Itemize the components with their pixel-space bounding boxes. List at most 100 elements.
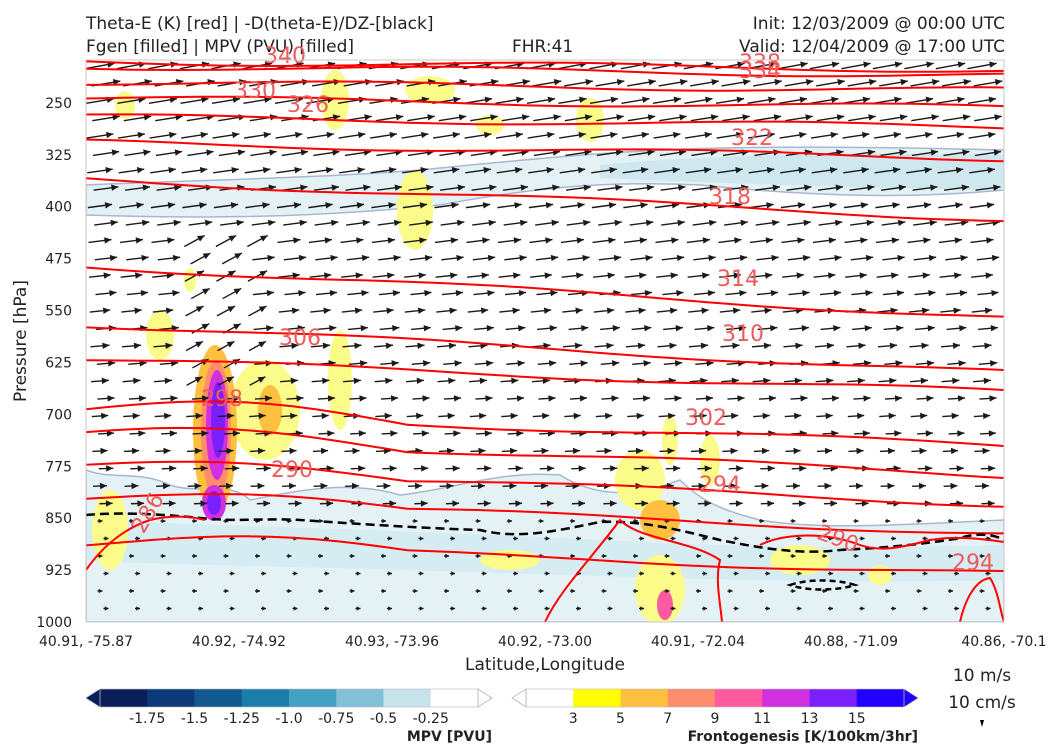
- wind-arrow-head: [985, 272, 993, 279]
- wind-arrow-head: [710, 114, 719, 121]
- wind-arrow-head: [548, 360, 557, 367]
- y-tick-label: 700: [45, 407, 72, 423]
- colorbar-frame: [99, 688, 479, 708]
- wind-arrow-head: [143, 114, 152, 121]
- wind-arrow-head: [111, 149, 120, 156]
- wind-arrow-head: [703, 606, 707, 611]
- wind-arrow-head: [826, 377, 834, 385]
- wind-arrow-head: [860, 237, 868, 244]
- x-tick-label: 40.91, -72.04: [651, 634, 745, 650]
- wind-arrow-head: [799, 96, 808, 103]
- wind-arrow-head: [201, 395, 210, 402]
- wind-arrow-head: [388, 166, 397, 174]
- wind-arrow-head: [981, 482, 989, 490]
- theta-e-contour: [86, 426, 1004, 479]
- wind-arrow-head: [829, 202, 837, 209]
- wind-arrow-head: [194, 447, 203, 455]
- colorbar-extend-right: [477, 688, 493, 708]
- wind-arrow-head: [136, 202, 144, 209]
- wind-arrow-head: [927, 325, 935, 332]
- theta-e-label: 306: [279, 326, 321, 351]
- x-tick-label: 40.86, -70.1: [961, 634, 1046, 650]
- wind-arrow-head: [613, 254, 622, 262]
- wind-arrow-head: [450, 237, 458, 244]
- wind-arrow-head: [324, 237, 332, 244]
- wind-arrow-head: [760, 553, 764, 559]
- wind-arrow-head: [923, 536, 928, 541]
- wind-arrow-head: [577, 606, 581, 611]
- wind-arrow-head: [635, 447, 644, 455]
- wind-arrow-head: [199, 166, 208, 174]
- wind-arrow-head: [174, 149, 183, 156]
- wind-arrow-head: [768, 96, 776, 103]
- wind-arrow-head: [293, 571, 298, 576]
- wind-arrow-head: [450, 272, 458, 279]
- wind-arrow-head: [861, 131, 870, 139]
- wind-arrow-head: [551, 219, 559, 227]
- wind-arrow-head: [133, 342, 142, 349]
- wind-arrow-head: [668, 412, 676, 420]
- theta-e-label: 294: [952, 551, 994, 576]
- wind-arrow-head: [512, 307, 520, 314]
- wind-arrow-head: [163, 447, 171, 455]
- wind-arrow-head: [802, 254, 811, 262]
- wind-arrow-head: [704, 465, 712, 472]
- wind-arrow-head: [393, 254, 401, 262]
- wind-arrow-head: [708, 219, 717, 227]
- wind-arrow-head: [830, 131, 838, 139]
- wind-arrow-head: [515, 131, 523, 139]
- wind-legend-arrow: [980, 720, 984, 727]
- wind-arrow-head: [105, 500, 113, 507]
- low-level-theta-e: [86, 515, 1004, 622]
- wind-arrow-head: [101, 412, 109, 420]
- wind-arrow-head: [480, 307, 489, 314]
- wind-arrow-head: [857, 412, 865, 420]
- wind-arrow-head: [104, 571, 109, 576]
- wind-arrow-head: [760, 588, 764, 594]
- wind-arrow-head: [741, 184, 749, 191]
- wind-arrow-head: [983, 377, 991, 385]
- wind-arrow-head: [766, 606, 770, 611]
- wind-arrow-head: [800, 395, 808, 402]
- theta-e-contour: [86, 177, 1004, 223]
- wind-arrow-head: [514, 202, 522, 209]
- wind-arrow-head: [571, 518, 575, 524]
- wind-arrow-head: [164, 377, 172, 385]
- wind-arrow-head: [422, 360, 431, 367]
- colorbar-tick-label: 7: [663, 711, 672, 727]
- x-axis-label: Latitude,Longitude: [465, 655, 625, 675]
- wind-arrow-head: [956, 465, 964, 472]
- wind-arrow-head: [393, 219, 402, 227]
- wind-arrow-head: [490, 79, 499, 86]
- wind-arrow-head: [734, 237, 742, 244]
- wind-arrow-head: [605, 412, 613, 420]
- wind-arrow-head: [325, 166, 334, 174]
- wind-arrow-head: [287, 553, 292, 559]
- wind-arrow-head: [645, 219, 654, 227]
- wind-arrow-head: [958, 360, 966, 367]
- x-tick-label: 40.91, -75.87: [39, 634, 133, 650]
- theta-e-contour: [86, 493, 1004, 535]
- wind-arrow-head: [766, 202, 774, 209]
- wind-arrow-head: [955, 166, 964, 174]
- wind-arrow-head: [453, 96, 461, 103]
- wind-arrow-head: [195, 412, 203, 420]
- wind-arrow-head: [770, 289, 779, 297]
- wind-arrow-head: [451, 166, 460, 174]
- wind-arrow-head: [390, 395, 399, 402]
- wind-arrow-head: [798, 131, 807, 139]
- wind-arrow-head: [608, 536, 613, 541]
- wind-arrow-head: [485, 395, 493, 402]
- wind-arrow-head: [763, 342, 772, 349]
- colorbar-segment: [809, 689, 858, 707]
- wind-arrow-head: [983, 412, 991, 420]
- wind-arrow-head: [539, 588, 544, 594]
- wind-arrow-head: [711, 79, 719, 86]
- wind-arrow-head: [831, 395, 840, 402]
- wind-arrow-head: [891, 272, 899, 279]
- wind-arrow-head: [543, 342, 551, 349]
- theta-e-label: 294: [699, 473, 741, 498]
- wind-arrow-head: [698, 447, 707, 455]
- wind-arrow-head: [520, 184, 528, 191]
- wind-arrow-head: [169, 96, 178, 103]
